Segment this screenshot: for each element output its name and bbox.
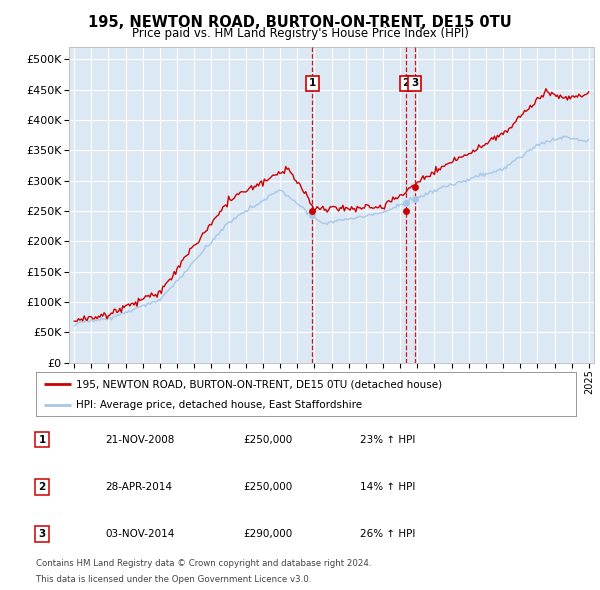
Text: 23% ↑ HPI: 23% ↑ HPI [360, 435, 415, 444]
Text: Contains HM Land Registry data © Crown copyright and database right 2024.: Contains HM Land Registry data © Crown c… [36, 559, 371, 568]
Text: 28-APR-2014: 28-APR-2014 [105, 482, 172, 491]
Text: This data is licensed under the Open Government Licence v3.0.: This data is licensed under the Open Gov… [36, 575, 311, 584]
Text: £250,000: £250,000 [243, 435, 292, 444]
Text: £290,000: £290,000 [243, 529, 292, 539]
Text: 3: 3 [38, 529, 46, 539]
Text: 2: 2 [402, 78, 409, 88]
Text: 2: 2 [38, 482, 46, 491]
Text: Price paid vs. HM Land Registry's House Price Index (HPI): Price paid vs. HM Land Registry's House … [131, 27, 469, 40]
Text: 1: 1 [38, 435, 46, 444]
Text: 195, NEWTON ROAD, BURTON-ON-TRENT, DE15 0TU: 195, NEWTON ROAD, BURTON-ON-TRENT, DE15 … [88, 15, 512, 30]
Text: £250,000: £250,000 [243, 482, 292, 491]
Text: 195, NEWTON ROAD, BURTON-ON-TRENT, DE15 0TU (detached house): 195, NEWTON ROAD, BURTON-ON-TRENT, DE15 … [77, 379, 443, 389]
Text: 03-NOV-2014: 03-NOV-2014 [105, 529, 175, 539]
Text: 21-NOV-2008: 21-NOV-2008 [105, 435, 175, 444]
Text: 3: 3 [411, 78, 418, 88]
Text: 26% ↑ HPI: 26% ↑ HPI [360, 529, 415, 539]
Text: 1: 1 [309, 78, 316, 88]
Text: 14% ↑ HPI: 14% ↑ HPI [360, 482, 415, 491]
Text: HPI: Average price, detached house, East Staffordshire: HPI: Average price, detached house, East… [77, 400, 362, 410]
